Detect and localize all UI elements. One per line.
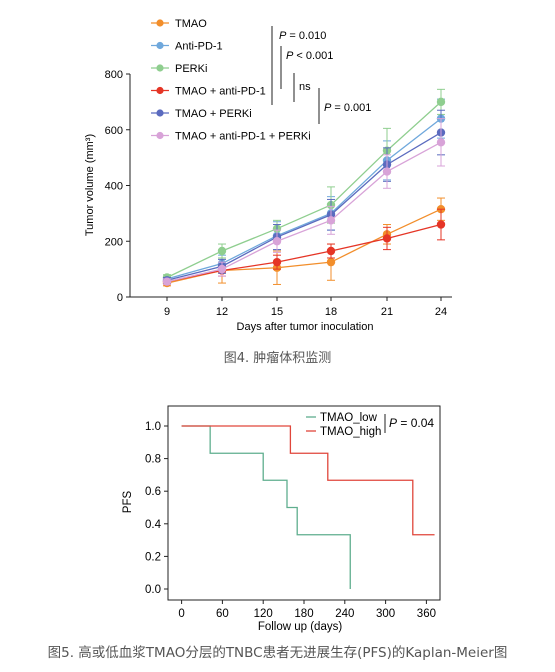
x-tick-label: 9 <box>164 306 170 318</box>
legend-label: TMAO + PERKi <box>175 108 252 120</box>
km-p-value: P = 0.04 <box>389 416 434 430</box>
km-y-tick-label: 1.0 <box>145 421 161 433</box>
x-tick-label: 24 <box>435 306 447 318</box>
y-tick-label: 800 <box>105 69 123 81</box>
x-axis-title: Days after tumor inoculation <box>237 321 374 333</box>
data-point <box>436 220 446 229</box>
legend-label: Anti-PD-1 <box>175 41 223 53</box>
series-anti-pd-1 <box>162 98 446 284</box>
y-tick-label: 600 <box>105 125 123 137</box>
data-point <box>326 257 336 267</box>
km-legend-label: TMAO_high <box>320 426 381 438</box>
significance-brackets: P = 0.010 P < 0.001 ns P = 0.001 <box>271 26 371 124</box>
y-tick-label: 200 <box>105 236 123 248</box>
data-point <box>436 97 446 107</box>
km-y-tick-label: 0.0 <box>145 584 161 596</box>
km-y-tick-label: 0.8 <box>145 454 161 466</box>
tumor-volume-chart: 0 200 400 600 800 9 12 15 18 21 24 Days after tum… <box>84 18 452 333</box>
km-x-axis-title: Follow up (days) <box>258 621 343 633</box>
km-y-tick-label: 0.2 <box>145 551 161 563</box>
km-y-axis-title: PFS <box>122 490 134 513</box>
legend: TMAO Anti-PD-1 PERKi TMAO + anti-PD-1 TMAO +… <box>151 18 311 143</box>
km-x-tick-label: 60 <box>216 608 229 620</box>
legend-marker <box>156 64 164 72</box>
km-legend: TMAO_low TMAO_high <box>306 412 381 438</box>
y-tick-label: 0 <box>117 292 123 304</box>
figure5-caption: 图5. 高或低血浆TMAO分层的TNBC患者无进展生存(PFS)的Kaplan-… <box>47 645 508 661</box>
km-x-tick-label: 0 <box>178 608 184 620</box>
p-value-1: P = 0.010 <box>279 30 326 42</box>
data-point <box>436 138 446 147</box>
km-y-tick-label: 0.4 <box>145 519 162 531</box>
legend-marker <box>156 41 164 50</box>
series-line <box>166 101 442 279</box>
data-point <box>326 246 336 256</box>
legend-label: TMAO + anti-PD-1 <box>175 86 266 98</box>
km-x-tick-label: 300 <box>376 608 395 620</box>
series-line <box>166 131 442 281</box>
series-tmao-anti-pd-1 <box>162 208 446 286</box>
p-value-3: P = 0.001 <box>324 102 371 114</box>
series-line <box>166 141 442 283</box>
ns-label: ns <box>299 81 311 93</box>
series-tmao-anti-pd-1-perki <box>162 118 446 286</box>
x-tick-label: 18 <box>325 306 337 318</box>
km-legend-label: TMAO_low <box>320 412 378 424</box>
km-y-tick-label: 0.6 <box>145 486 161 498</box>
data-point <box>217 264 227 274</box>
data-point <box>272 237 282 246</box>
y-axis-title: Tumor volume (mm³) <box>84 134 96 236</box>
x-tick-label: 15 <box>271 306 283 318</box>
km-x-tick-label: 120 <box>254 608 273 620</box>
x-tick-label: 21 <box>381 306 393 318</box>
km-x-tick-label: 240 <box>335 608 354 620</box>
km-curve-tmao-low <box>181 425 351 589</box>
kaplan-meier-chart: 0.0 0.2 0.4 0.6 0.8 1.0 0 60 120 180 240 300 360 Fo… <box>122 405 441 633</box>
legend-label: TMAO + anti-PD-1 + PERKi <box>175 131 311 143</box>
plot-frame <box>167 405 441 601</box>
legend-label: PERKi <box>175 63 207 75</box>
p-value-2: P < 0.001 <box>286 50 333 62</box>
data-point <box>382 234 392 243</box>
data-point <box>217 246 227 256</box>
series-line <box>166 223 442 283</box>
x-tick-label: 12 <box>216 306 228 318</box>
legend-marker <box>156 109 164 117</box>
series-line <box>166 118 442 280</box>
km-x-tick-label: 180 <box>294 608 313 620</box>
data-point <box>162 277 172 286</box>
data-point <box>326 216 336 225</box>
data-point <box>382 167 392 176</box>
legend-marker <box>156 19 164 27</box>
legend-marker <box>156 86 164 95</box>
y-tick-label: 400 <box>105 181 123 193</box>
legend-marker <box>156 131 164 140</box>
data-point <box>272 257 282 267</box>
figure4-caption: 图4. 肿瘤体积监测 <box>223 351 332 366</box>
km-x-tick-label: 360 <box>417 608 436 620</box>
km-curve-tmao-high <box>181 425 435 536</box>
legend-label: TMAO <box>175 18 207 30</box>
